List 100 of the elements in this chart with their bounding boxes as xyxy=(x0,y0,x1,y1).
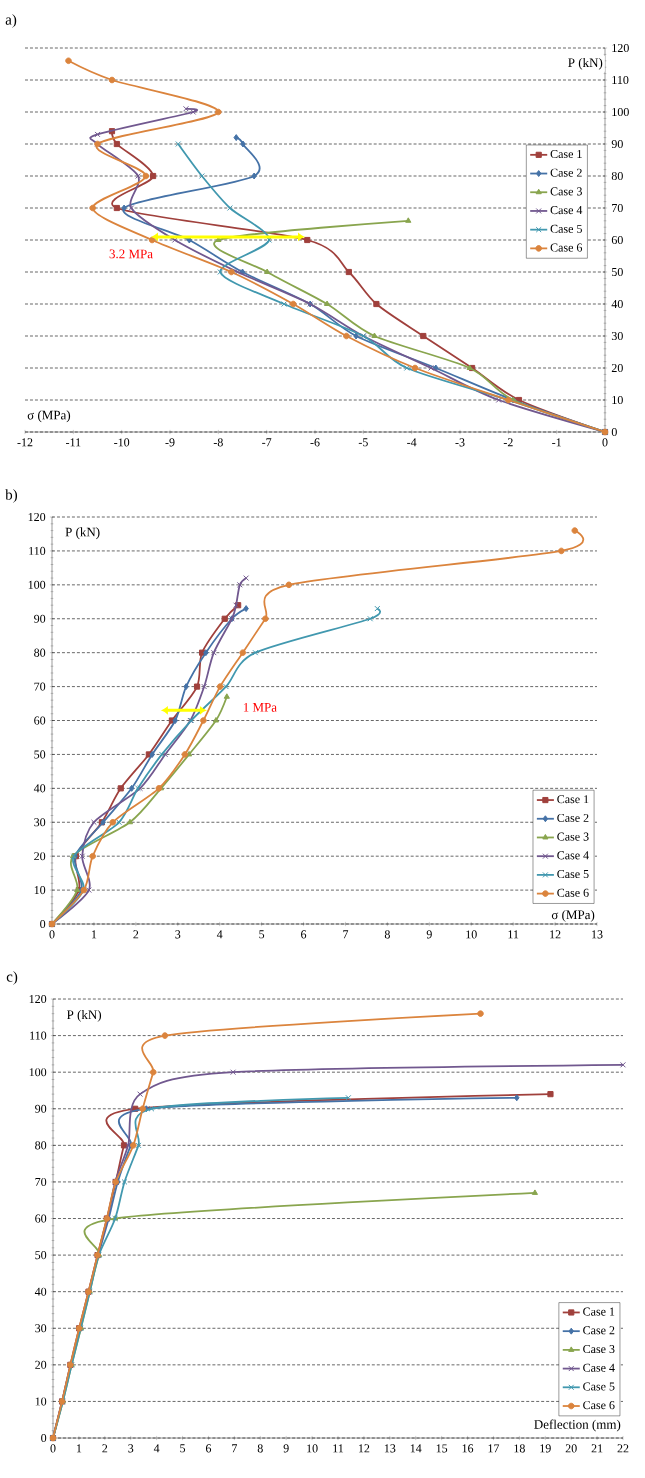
y-tick-label: 40 xyxy=(33,784,46,793)
y-tick-label: 10 xyxy=(612,395,623,405)
y-tick-label: 10 xyxy=(35,1397,47,1406)
x-tick-label: 9 xyxy=(283,1444,289,1453)
annotation: 1 MPa xyxy=(243,702,277,712)
x-axis-title: σ (MPa) xyxy=(551,910,595,922)
y-tick-label: 70 xyxy=(34,682,46,691)
x-tick-label: 11 xyxy=(333,1444,344,1453)
y-tick-label: 120 xyxy=(28,512,46,522)
y-tick-label: 70 xyxy=(35,1177,47,1186)
x-tick-label: 9 xyxy=(426,930,432,939)
x-tick-label: -4 xyxy=(407,438,417,447)
x-tick-label: -11 xyxy=(66,438,81,447)
y-tick-label: 50 xyxy=(612,267,623,277)
y-tick-label: 60 xyxy=(35,1214,47,1223)
x-tick-label: -9 xyxy=(165,438,175,447)
x-tick-label: 2 xyxy=(102,1444,108,1453)
y-tick-label: 50 xyxy=(34,750,46,759)
y-tick-label: 30 xyxy=(34,818,46,827)
x-tick-label: 3 xyxy=(175,930,181,939)
x-tick-label: 21 xyxy=(591,1444,603,1453)
y-tick-label: 20 xyxy=(35,1360,47,1369)
y-tick-label: 50 xyxy=(35,1251,47,1260)
y-tick-label: 40 xyxy=(611,299,623,309)
x-tick-label: 12 xyxy=(358,1444,370,1453)
legend-label: Case 3 xyxy=(550,187,582,196)
x-tick-label: 10 xyxy=(466,930,477,939)
x-tick-label: -10 xyxy=(114,438,130,447)
y-tick-label: 0 xyxy=(41,1433,47,1443)
x-tick-label: 4 xyxy=(153,1444,160,1453)
legend-label: Case 2 xyxy=(550,168,582,177)
y-tick-label: 20 xyxy=(34,852,46,861)
y-axis-title: P (kN) xyxy=(66,1009,102,1022)
legend-label: Case 2 xyxy=(557,813,589,822)
x-tick-label: -8 xyxy=(213,438,223,447)
x-tick-label: -7 xyxy=(262,438,272,447)
x-tick-label: 12 xyxy=(550,930,561,939)
y-tick-label: 60 xyxy=(611,235,623,245)
legend-label: Case 4 xyxy=(583,1363,615,1372)
x-tick-label: 1 xyxy=(76,1444,82,1453)
chart-title: b) xyxy=(5,489,18,503)
legend-label: Case 5 xyxy=(550,224,582,233)
x-tick-label: -12 xyxy=(17,438,33,447)
legend-label: Case 2 xyxy=(583,1326,615,1335)
y-tick-label: 100 xyxy=(29,1068,47,1077)
x-tick-label: 18 xyxy=(514,1444,525,1453)
y-tick-label: 0 xyxy=(611,427,617,437)
legend-label: Case 3 xyxy=(583,1345,615,1354)
y-tick-label: 90 xyxy=(35,1104,47,1113)
x-tick-label: 13 xyxy=(592,930,603,939)
x-tick-label: 22 xyxy=(617,1444,629,1453)
y-tick-label: 80 xyxy=(611,171,623,181)
y-tick-label: 110 xyxy=(30,1031,47,1040)
y-tick-label: 70 xyxy=(612,203,623,213)
x-tick-label: 15 xyxy=(436,1444,448,1453)
y-tick-label: 30 xyxy=(611,331,623,341)
x-tick-label: 0 xyxy=(602,438,608,447)
y-tick-label: 10 xyxy=(34,886,46,895)
legend-label: Case 4 xyxy=(557,851,589,860)
x-tick-label: 5 xyxy=(180,1444,186,1453)
x-tick-label: 20 xyxy=(565,1444,577,1453)
x-axis-title: σ (MPa) xyxy=(27,410,71,423)
x-tick-label: -6 xyxy=(310,438,320,447)
y-tick-label: 60 xyxy=(34,716,46,725)
y-tick-label: 80 xyxy=(34,648,46,657)
x-tick-label: 1 xyxy=(91,930,97,939)
x-tick-label: 0 xyxy=(50,1444,56,1453)
y-tick-label: 110 xyxy=(612,75,629,85)
x-tick-label: 5 xyxy=(259,930,265,939)
x-tick-label: 10 xyxy=(307,1444,318,1453)
y-axis-title: P (kN) xyxy=(568,57,603,70)
y-tick-label: 20 xyxy=(611,363,623,373)
x-tick-label: 6 xyxy=(301,930,307,939)
legend-label: Case 6 xyxy=(550,243,583,252)
x-tick-label: 8 xyxy=(384,930,390,939)
x-tick-label: -5 xyxy=(358,438,368,447)
x-tick-label: -2 xyxy=(503,438,513,447)
x-tick-label: -1 xyxy=(552,438,561,447)
y-tick-label: 120 xyxy=(612,43,629,53)
y-tick-label: 90 xyxy=(34,614,46,623)
x-tick-label: 6 xyxy=(205,1444,212,1453)
x-tick-label: 14 xyxy=(410,1444,422,1453)
legend-label: Case 1 xyxy=(583,1307,615,1316)
x-tick-label: 7 xyxy=(232,1444,238,1453)
y-tick-label: 100 xyxy=(612,107,629,117)
y-tick-label: 0 xyxy=(40,919,46,929)
y-tick-label: 100 xyxy=(28,580,46,589)
legend-label: Case 1 xyxy=(557,795,589,804)
y-tick-label: 90 xyxy=(611,139,623,149)
y-tick-label: 80 xyxy=(35,1141,47,1150)
x-tick-label: 13 xyxy=(384,1444,396,1453)
chart-title: c) xyxy=(6,971,18,985)
x-axis-title: Deflection (mm) xyxy=(534,1419,621,1432)
chart-title: a) xyxy=(5,14,17,28)
x-tick-label: 3 xyxy=(128,1444,134,1453)
y-tick-label: 110 xyxy=(29,546,46,555)
legend-label: Case 6 xyxy=(557,888,589,897)
x-tick-label: 16 xyxy=(462,1444,474,1453)
annotation: 3.2 MPa xyxy=(109,249,153,259)
x-tick-label: 0 xyxy=(49,930,55,939)
